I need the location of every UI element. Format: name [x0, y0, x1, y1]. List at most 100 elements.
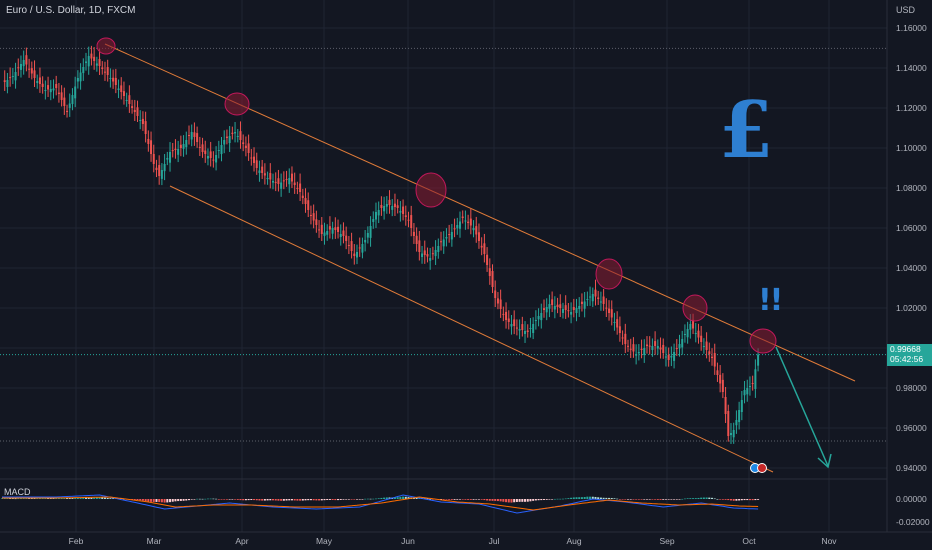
candle	[204, 140, 207, 163]
macd-histogram-bar	[247, 499, 250, 501]
candle-body	[312, 213, 315, 221]
macd-histogram-bar	[380, 497, 383, 499]
macd-histogram-bar	[85, 497, 88, 499]
candle-body	[656, 346, 659, 349]
candle-body	[415, 235, 418, 244]
candle-body	[483, 243, 486, 254]
candle-body	[757, 354, 760, 366]
macd-histogram-bar	[556, 498, 559, 500]
candle	[667, 347, 670, 367]
symbol-title[interactable]: Euro / U.S. Dollar, 1D, FXCM	[6, 5, 136, 16]
candle-body	[513, 319, 516, 326]
candle	[309, 205, 312, 225]
candle-body	[729, 433, 732, 436]
candle-body	[266, 178, 269, 180]
candle	[735, 410, 738, 434]
candle	[206, 148, 209, 166]
x-tick-label: Aug	[566, 536, 581, 546]
x-tick-label: Jul	[489, 536, 500, 546]
candle-body	[689, 324, 692, 330]
last-price-value: 0.99668	[890, 343, 921, 354]
candle-body	[136, 107, 139, 116]
macd-histogram-bar	[369, 498, 372, 500]
macd-histogram-bar	[239, 499, 242, 501]
candle	[3, 70, 6, 91]
candle-body	[358, 247, 361, 249]
macd-histogram-bar	[667, 499, 670, 500]
candle-body	[280, 182, 283, 189]
candle	[486, 247, 489, 272]
candle-body	[215, 155, 218, 163]
candle	[182, 135, 185, 157]
event-flags-icon[interactable]	[750, 463, 767, 473]
macd-histogram-bar	[477, 499, 480, 500]
macd-histogram-bar	[17, 498, 20, 500]
macd-histogram-bar	[724, 499, 727, 500]
candle-body	[98, 59, 101, 66]
candle-body	[532, 324, 535, 333]
candle	[534, 310, 537, 330]
candle-body	[377, 210, 380, 216]
candle	[635, 344, 638, 365]
candle	[412, 223, 415, 244]
candle	[700, 325, 703, 351]
candle-body	[171, 150, 174, 152]
candle	[458, 211, 461, 238]
candle	[141, 111, 144, 131]
candle	[6, 72, 9, 94]
candle-body	[575, 308, 578, 314]
candle	[288, 168, 291, 193]
candle	[169, 142, 172, 172]
candle	[25, 47, 28, 72]
macd-histogram-bar	[675, 499, 678, 500]
candle	[71, 88, 74, 111]
candle	[350, 232, 353, 259]
candle-body	[564, 305, 567, 310]
candle-body	[25, 55, 28, 65]
candle-body	[412, 231, 415, 236]
candle	[589, 286, 592, 306]
macd-histogram-bar	[277, 499, 280, 501]
candle-body	[396, 205, 399, 208]
candle	[263, 163, 266, 185]
candle	[540, 303, 543, 329]
macd-histogram-bar	[3, 498, 6, 499]
macd-histogram-bar	[55, 498, 58, 499]
macd-histogram-bar	[618, 499, 621, 500]
macd-histogram-bar	[627, 499, 630, 500]
down-arrow[interactable]	[775, 346, 832, 469]
macd-histogram-bar	[656, 499, 659, 500]
candle-body	[309, 214, 312, 216]
macd-histogram-bar	[52, 498, 55, 499]
macd-histogram-bar	[258, 499, 261, 501]
candle	[290, 166, 293, 189]
candle-body	[526, 330, 529, 332]
macd-histogram-bar	[686, 498, 689, 499]
candle-body	[285, 179, 288, 181]
candle	[597, 290, 600, 305]
macd-histogram-bar	[206, 498, 209, 500]
macd-histogram-bar	[36, 498, 39, 499]
candle	[629, 338, 632, 358]
macd-histogram-bar	[645, 499, 648, 500]
candle-body	[648, 345, 651, 347]
macd-histogram-bar	[30, 498, 33, 499]
macd-histogram-bar	[112, 498, 115, 499]
macd-label[interactable]: MACD	[4, 487, 31, 497]
candle-body	[239, 131, 242, 140]
candle-body	[141, 118, 144, 124]
candle-body	[114, 77, 117, 85]
candle-body	[120, 85, 123, 92]
macd-tick-label: -0.02000	[896, 517, 930, 527]
candle-body	[36, 81, 39, 83]
candle-body	[133, 109, 136, 112]
candle-body	[410, 215, 413, 228]
candle-body	[193, 132, 196, 137]
candle	[578, 297, 581, 317]
candle	[472, 220, 475, 238]
candle-body	[559, 304, 562, 308]
candle	[301, 188, 304, 205]
candle	[475, 216, 478, 243]
candle-body	[716, 370, 719, 375]
